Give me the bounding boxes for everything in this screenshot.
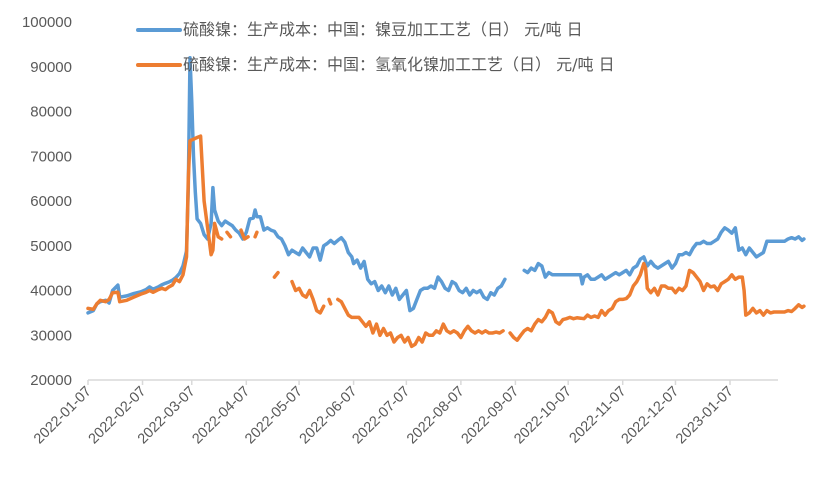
y-tick-label: 100000: [22, 14, 72, 31]
legend: 硫酸镍：生产成本：中国：镍豆加工工艺（日） 元/吨 日 硫酸镍：生产成本：中国：…: [136, 20, 615, 74]
y-tick-label: 40000: [30, 283, 72, 300]
plot-area: [86, 56, 806, 349]
y-tick-label: 20000: [30, 372, 72, 389]
y-tick-label: 70000: [30, 148, 72, 165]
x-tick-label: 2022-08-07: [404, 384, 468, 448]
x-tick-label: 2023-01-07: [673, 384, 737, 448]
y-tick-label: 80000: [30, 104, 72, 121]
series-line-nickel-hydroxide: [86, 134, 224, 312]
series-line-nickel-bean: [86, 56, 507, 315]
x-tick-label: 2022-05-07: [242, 384, 306, 448]
series-line-nickel-hydroxide: [508, 261, 806, 342]
series-line-nickel-hydroxide: [225, 230, 233, 239]
series-line-nickel-hydroxide: [336, 297, 505, 349]
y-tick-label: 90000: [30, 59, 72, 76]
series-line-nickel-hydroxide: [327, 297, 333, 306]
legend-label-nickel-bean: 硫酸镍：生产成本：中国：镍豆加工工艺（日） 元/吨 日: [183, 20, 583, 39]
series-line-nickel-hydroxide: [239, 228, 250, 241]
series-line-nickel-hydroxide: [290, 279, 326, 315]
y-tick-label: 50000: [30, 238, 72, 255]
series-line-nickel-hydroxide: [272, 270, 280, 279]
series-line-nickel-hydroxide: [253, 230, 259, 239]
x-tick-label: 2022-12-07: [619, 384, 683, 448]
series-line-nickel-bean: [522, 226, 806, 286]
y-tick-label: 60000: [30, 193, 72, 210]
x-axis: 2022-01-072022-02-072022-03-072022-04-07…: [31, 380, 737, 447]
x-tick-label: 2022-10-07: [511, 384, 575, 448]
y-tick-label: 30000: [30, 327, 72, 344]
x-tick-label: 2022-07-07: [349, 384, 413, 448]
legend-label-nickel-hydroxide: 硫酸镍：生产成本：中国：氢氧化镍加工工艺（日） 元/吨 日: [183, 55, 615, 74]
y-axis: 20000 30000 40000 50000 60000 70000 80000 90000…: [22, 14, 72, 389]
legend-item-nickel-bean[interactable]: 硫酸镍：生产成本：中国：镍豆加工工艺（日） 元/吨 日: [136, 20, 583, 39]
x-tick-label: 2022-01-07: [31, 384, 95, 448]
legend-item-nickel-hydroxide[interactable]: 硫酸镍：生产成本：中国：氢氧化镍加工工艺（日） 元/吨 日: [136, 55, 615, 74]
